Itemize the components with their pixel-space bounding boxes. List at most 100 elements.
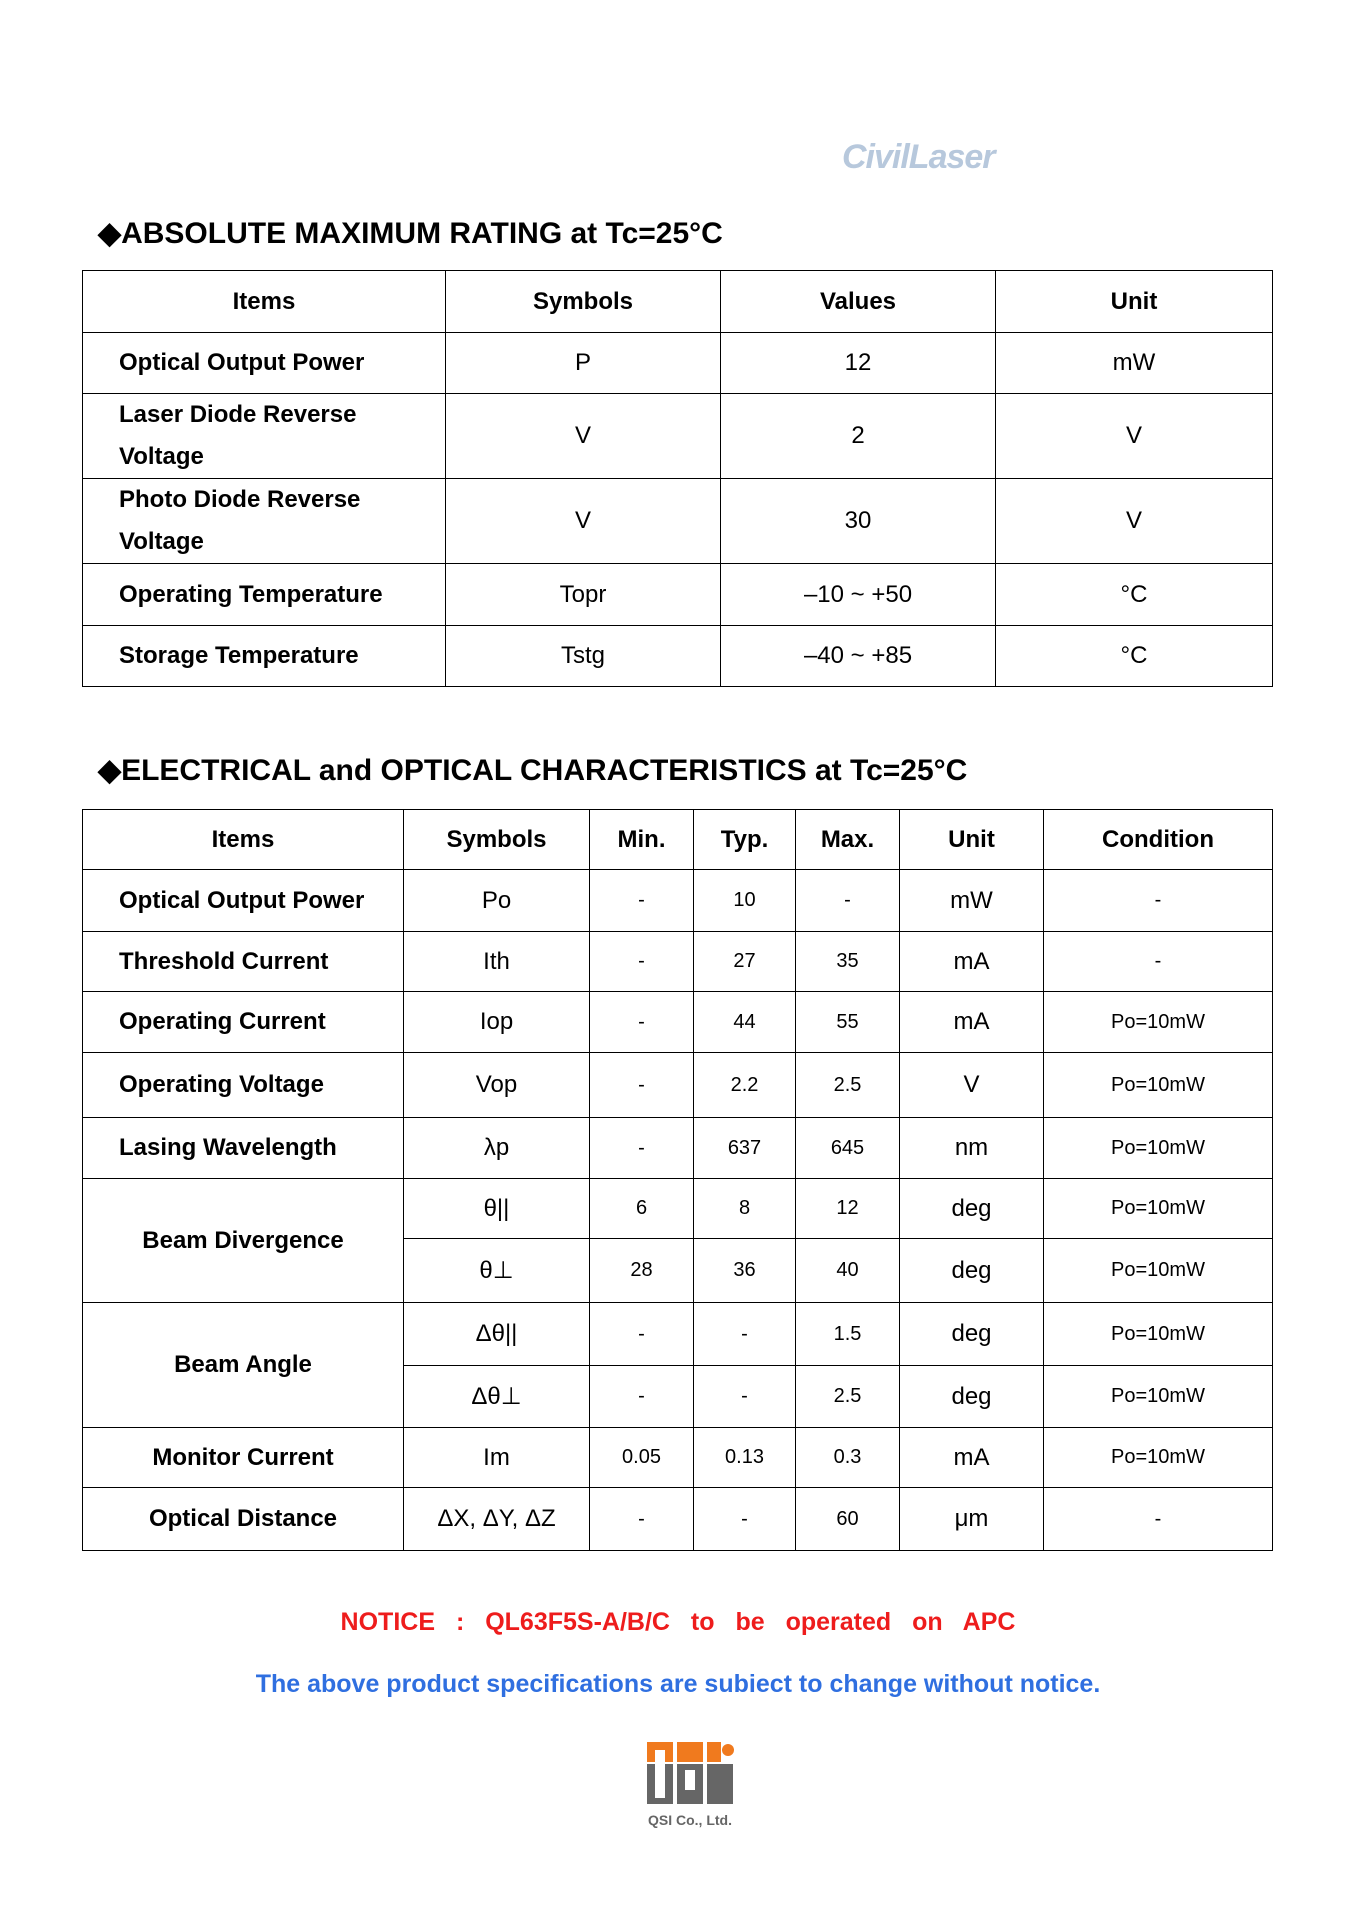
table-cell: V bbox=[445, 478, 721, 564]
table-cell: Optical Output Power bbox=[82, 332, 446, 394]
table-cell: - bbox=[589, 1302, 694, 1366]
table-row: Beam Divergence θ|| 6 8 12 deg Po=10mW bbox=[82, 1178, 1273, 1303]
diamond-bullet-icon: ◆ bbox=[98, 217, 122, 250]
table-cell: Beam Angle bbox=[82, 1302, 404, 1428]
notice-text: NOTICE : QL63F5S-A/B/C to be operated on… bbox=[340, 1608, 1016, 1636]
table-cell: - bbox=[1043, 1487, 1273, 1551]
table-cell: 30 bbox=[720, 478, 996, 564]
table-cell: 2.5 bbox=[795, 1365, 900, 1428]
table-cell: Δθ|| bbox=[403, 1302, 590, 1366]
column-header: Items bbox=[82, 809, 404, 870]
table-cell: Po=10mW bbox=[1043, 1178, 1273, 1239]
table-cell: –40 ~ +85 bbox=[720, 625, 996, 687]
table-cell: deg bbox=[899, 1238, 1044, 1303]
table-cell: deg bbox=[899, 1365, 1044, 1428]
table-cell: - bbox=[589, 869, 694, 932]
table-cell: –10 ~ +50 bbox=[720, 563, 996, 626]
table-cell: 2 bbox=[720, 393, 996, 479]
table-cell: - bbox=[1043, 869, 1273, 932]
table-cell: μm bbox=[899, 1487, 1044, 1551]
table-cell: - bbox=[589, 1487, 694, 1551]
table-cell: - bbox=[795, 869, 900, 932]
column-header: Symbols bbox=[403, 809, 590, 870]
table-cell: Ith bbox=[403, 931, 590, 992]
table-row: Optical Output Power P 12 mW bbox=[82, 332, 1273, 394]
column-header: Condition bbox=[1043, 809, 1273, 870]
table-cell: 2.5 bbox=[795, 1052, 900, 1118]
column-header: Symbols bbox=[445, 270, 721, 333]
table-cell: Po=10mW bbox=[1043, 1365, 1273, 1428]
table-cell: 55 bbox=[795, 991, 900, 1053]
column-header: Max. bbox=[795, 809, 900, 870]
table-cell: - bbox=[693, 1302, 796, 1366]
table-cell: Optical Output Power bbox=[82, 869, 404, 932]
table-cell: Operating Temperature bbox=[82, 563, 446, 626]
table-row: θ⊥ 28 36 40 deg Po=10mW bbox=[83, 1238, 1273, 1303]
table-row: Monitor Current Im 0.05 0.13 0.3 mA Po=10mW bbox=[82, 1427, 1273, 1488]
table-cell: 8 bbox=[693, 1178, 796, 1239]
table-cell: Im bbox=[403, 1427, 590, 1488]
table-cell: ΔX, ΔY, ΔZ bbox=[403, 1487, 590, 1551]
company-name: QSI Co., Ltd. bbox=[648, 1812, 732, 1828]
table-cell: Storage Temperature bbox=[82, 625, 446, 687]
table-row: Operating Temperature Topr –10 ~ +50 °C bbox=[82, 563, 1273, 626]
table-cell: Operating Current bbox=[82, 991, 404, 1053]
table-cell: 645 bbox=[795, 1117, 900, 1179]
table-cell: mA bbox=[899, 991, 1044, 1053]
abs-max-title-text: ABSOLUTE MAXIMUM RATING at Tc=25°C bbox=[121, 217, 723, 250]
table-cell: 0.3 bbox=[795, 1427, 900, 1488]
disclaimer-text: The above product specifications are sub… bbox=[255, 1670, 1101, 1698]
table-cell: 28 bbox=[589, 1238, 694, 1303]
table-row: Threshold Current Ith -27 35 mA - bbox=[82, 931, 1273, 992]
diamond-bullet-icon: ◆ bbox=[98, 754, 122, 787]
table-cell: V bbox=[995, 393, 1273, 479]
table-cell: - bbox=[693, 1365, 796, 1428]
table-row: Δθ⊥ - -2.5 deg Po=10mW bbox=[83, 1365, 1273, 1428]
column-header: Values bbox=[720, 270, 996, 333]
eo-title-text: ELECTRICAL and OPTICAL CHARACTERISTICS a… bbox=[121, 754, 968, 787]
column-header: Min. bbox=[589, 809, 694, 870]
table-cell: Po=10mW bbox=[1043, 991, 1273, 1053]
table-cell: 40 bbox=[795, 1238, 900, 1303]
column-header: Typ. bbox=[693, 809, 796, 870]
table-cell: 60 bbox=[795, 1487, 900, 1551]
table-row: Beam Angle Δθ|| - -1.5 deg Po=10mW bbox=[82, 1302, 1273, 1428]
column-header: Unit bbox=[899, 809, 1044, 870]
table-cell: Vop bbox=[403, 1052, 590, 1118]
table-cell: Po=10mW bbox=[1043, 1302, 1273, 1366]
table-cell: °C bbox=[995, 563, 1273, 626]
table-cell: 0.13 bbox=[693, 1427, 796, 1488]
table-cell: Po=10mW bbox=[1043, 1238, 1273, 1303]
table-cell: - bbox=[589, 1365, 694, 1428]
table-cell: Tstg bbox=[445, 625, 721, 687]
table-cell: mA bbox=[899, 1427, 1044, 1488]
table-cell: Po=10mW bbox=[1043, 1427, 1273, 1488]
eo-table: Items Symbols Min. Typ. Max. Unit Condition Opt… bbox=[82, 809, 1273, 1551]
table-cell: Δθ⊥ bbox=[403, 1365, 590, 1428]
table-row: Items Symbols Values Unit bbox=[82, 270, 1273, 333]
table-row: Storage Temperature Tstg –40 ~ +85 °C bbox=[82, 625, 1273, 687]
table-cell: 637 bbox=[693, 1117, 796, 1179]
table-cell: Po bbox=[403, 869, 590, 932]
table-row: Operating Current Iop -44 55 mA Po=10mW bbox=[82, 991, 1273, 1053]
table-cell: Operating Voltage bbox=[82, 1052, 404, 1118]
table-cell: 0.05 bbox=[589, 1427, 694, 1488]
table-cell: Topr bbox=[445, 563, 721, 626]
table-cell: Laser Diode Reverse Voltage bbox=[82, 393, 446, 479]
table-cell: 36 bbox=[693, 1238, 796, 1303]
table-cell: °C bbox=[995, 625, 1273, 687]
table-row: Photo Diode Reverse Voltage V 30 V bbox=[82, 478, 1273, 564]
table-cell: 10 bbox=[693, 869, 796, 932]
civillaser-logo: CivilLaser bbox=[842, 138, 996, 176]
table-cell: θ|| bbox=[403, 1178, 590, 1239]
table-cell: - bbox=[693, 1487, 796, 1551]
table-row: Optical Output Power Po -10- mW - bbox=[82, 869, 1273, 932]
column-header: Items bbox=[82, 270, 446, 333]
abs-max-title: ◆ABSOLUTE MAXIMUM RATING at Tc=25°C bbox=[98, 216, 723, 251]
table-cell: V bbox=[899, 1052, 1044, 1118]
table-cell: 27 bbox=[693, 931, 796, 992]
table-cell: V bbox=[445, 393, 721, 479]
table-cell: - bbox=[589, 1052, 694, 1118]
table-cell: 2.2 bbox=[693, 1052, 796, 1118]
table-cell: deg bbox=[899, 1302, 1044, 1366]
